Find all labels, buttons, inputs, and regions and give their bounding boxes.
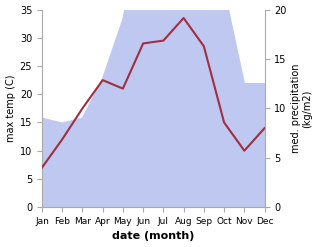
Y-axis label: med. precipitation
(kg/m2): med. precipitation (kg/m2) xyxy=(291,64,313,153)
X-axis label: date (month): date (month) xyxy=(112,231,194,242)
Y-axis label: max temp (C): max temp (C) xyxy=(5,75,16,142)
